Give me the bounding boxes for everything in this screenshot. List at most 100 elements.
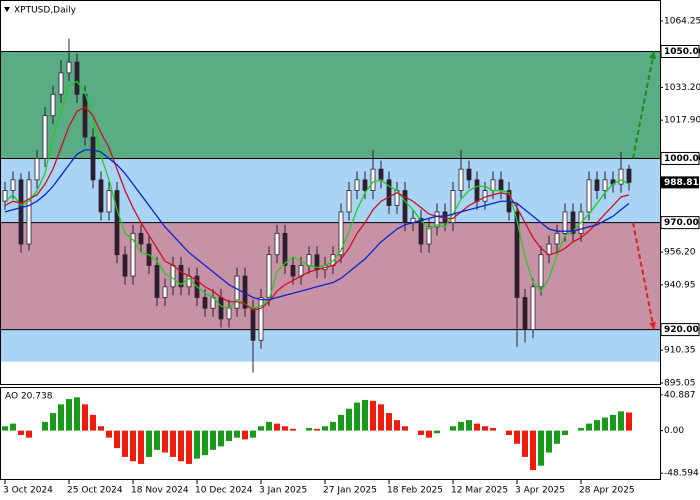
oscillator-bar [490,427,496,431]
x-tick-label: 10 Dec 2024 [195,486,253,496]
oscillator-bar [194,430,200,459]
candle-body [106,190,112,213]
y-tick-label: -48.594 [664,469,699,479]
oscillator-bar [146,430,152,457]
oscillator-bar [122,430,128,457]
candle-body [362,179,368,191]
oscillator-bar [362,399,368,431]
candle-body [378,168,384,181]
oscillator-bar [154,430,160,450]
candle-body [130,232,136,277]
oscillator-bar [66,399,72,431]
candle-body [570,211,576,234]
candle-body [554,232,560,245]
oscillator-bar [58,404,64,431]
plot-layers [1,20,663,484]
candle-body [562,211,568,234]
oscillator-bar [434,430,440,434]
oscillator-bar [530,430,536,471]
level-label: 920.00 [664,325,699,335]
oscillator-bar [250,430,256,438]
candle-body [402,190,408,224]
oscillator-bar [562,430,568,436]
candle-body [178,265,184,288]
candle-body [442,211,448,224]
candle-body [42,115,48,159]
oscillator-title: AO 20.738 [5,392,53,402]
candle-body [18,179,24,245]
oscillator-bar [210,430,216,450]
candle-body [90,136,96,181]
level-label-box [660,151,700,165]
oscillator-panel [0,387,661,480]
oscillator-bar [290,428,296,431]
chart-title: XPTUSD,Daily [14,6,77,16]
candle-body [602,179,608,191]
oscillator-bar [258,426,264,431]
y-tick-label: 910.35 [664,346,696,356]
candle-body [162,286,168,298]
candle-body [50,93,56,117]
candle-body [418,217,424,245]
candle-body [338,211,344,256]
oscillator-bar [482,426,488,431]
candle-body [10,179,16,191]
forecast-arrow [632,222,655,330]
level-label: 1050.00 [664,47,700,57]
x-tick-label: 3 Oct 2024 [3,486,53,496]
level-label-box [660,44,700,58]
oscillator-bar [474,423,480,431]
oscillator-bar [418,430,424,436]
forecast-arrow [632,51,655,159]
candle-body [306,254,312,266]
candle-body [58,72,64,95]
oscillator-bar [514,430,520,444]
y-tick-label: 40.887 [664,390,696,400]
oscillator-bar [538,430,544,466]
candle-body [626,168,632,183]
candle-body [482,190,488,202]
candle-body [154,265,160,298]
oscillator-bar [522,430,528,457]
oscillator-bar [466,420,472,431]
moving-average [4,106,630,312]
candle-body [538,254,544,288]
candle-body [514,211,520,298]
candle-body [450,190,456,224]
oscillator-bar [338,414,344,431]
candle-body [122,254,128,277]
oscillator-bar [370,400,376,431]
oscillator-bar [186,430,192,464]
y-tick-label: 956.20 [664,248,696,258]
candle-body [490,179,496,191]
oscillator-bar [82,404,88,431]
x-tick-label: 18 Nov 2024 [131,486,189,496]
x-tick-label: 18 Feb 2025 [387,486,443,496]
x-tick-label: 3 Apr 2025 [515,486,565,496]
oscillator-bar [426,430,432,438]
oscillator-bar [282,426,288,431]
oscillator-bar [578,427,584,431]
current-price-label: 988.81 [664,178,699,188]
y-tick-label: 940.95 [664,280,696,290]
oscillator-bar [610,414,616,431]
oscillator-bar [114,430,120,449]
candle-body [498,179,504,191]
oscillator-bar [602,417,608,431]
oscillator-bar [242,430,248,440]
oscillator-bar [170,430,176,457]
oscillator-bar [618,411,624,431]
oscillator-bar [10,423,16,431]
x-tick-label: 3 Jan 2025 [259,486,307,496]
x-tick-label: 27 Jan 2025 [323,486,377,496]
x-tick-label: 25 Oct 2024 [67,486,123,496]
x-tick-label: 28 Apr 2025 [579,486,635,496]
oscillator-bar [138,430,144,464]
candle-body [114,190,120,256]
oscillator-bar [130,430,136,462]
y-tick-label: 895.05 [664,378,696,388]
oscillator-bar [202,430,208,456]
oscillator-bar [266,421,272,431]
y-tick-label: 0.00 [664,426,684,436]
